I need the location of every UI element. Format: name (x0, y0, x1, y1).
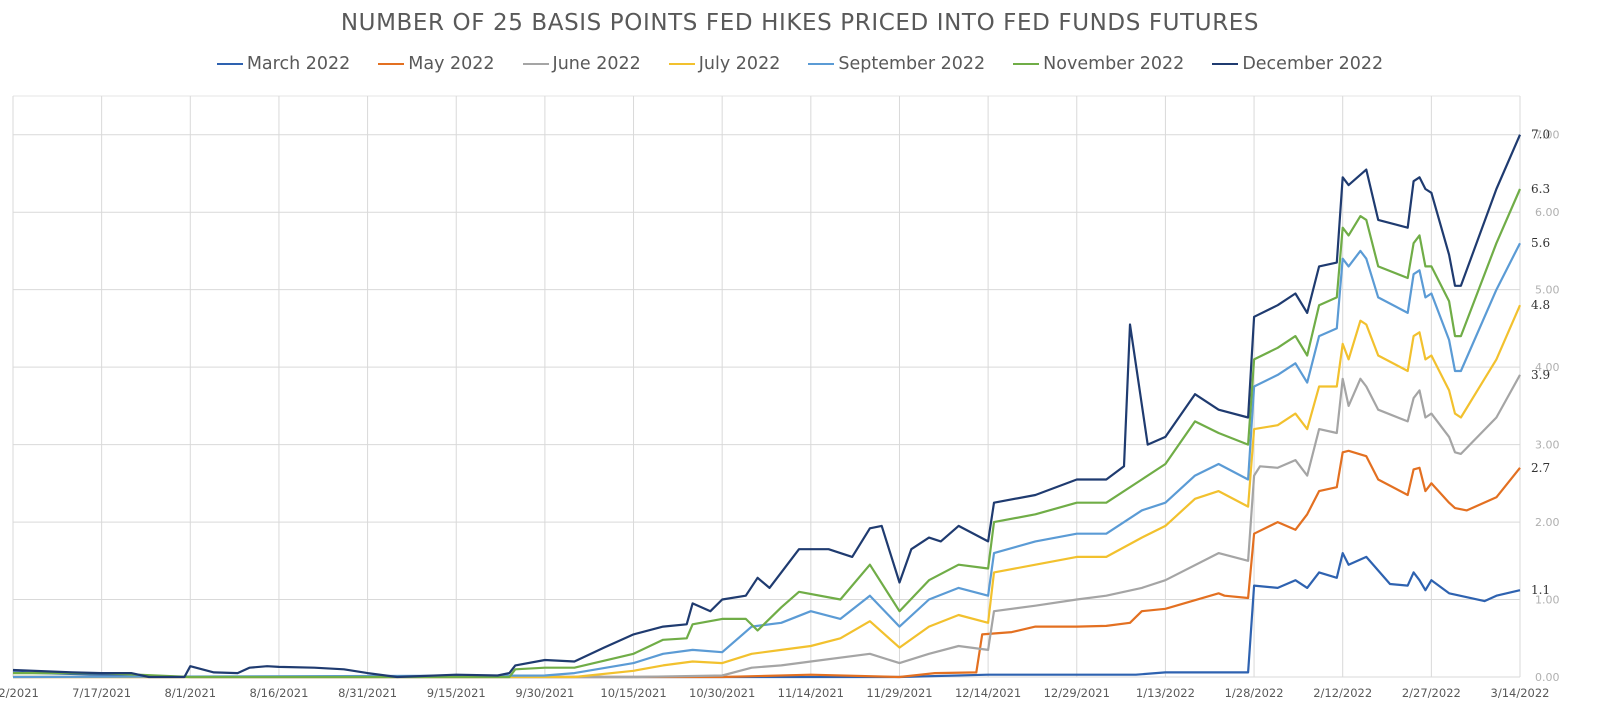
x-tick-label: 2/27/2022 (1402, 686, 1461, 700)
series-line (12, 134, 1522, 679)
series-line (13, 188, 1522, 679)
series-line (13, 449, 1521, 679)
x-tick-label: 7/17/2021 (72, 686, 131, 700)
x-tick-label: 3/14/2022 (1491, 686, 1550, 700)
legend-item: September 2022 (808, 54, 985, 74)
legend: March 2022 May 2022 June 2022 July 2022 Sept… (0, 54, 1600, 74)
x-tick-label: 1/13/2022 (1136, 686, 1195, 700)
y-tick-label: 1.00 (1535, 594, 1560, 607)
x-tick-label: 7/2/2021 (0, 686, 39, 700)
x-tick-label: 11/14/2021 (778, 686, 844, 700)
y-tick-label: 6.00 (1535, 206, 1560, 219)
end-value-label: 5.6 (1531, 236, 1550, 250)
end-value-label: 4.8 (1531, 298, 1550, 312)
series-line (12, 242, 1521, 679)
x-tick-label: 12/29/2021 (1044, 686, 1110, 700)
x-tick-label: 8/1/2021 (164, 686, 216, 700)
end-value-label: 3.9 (1531, 368, 1550, 382)
end-value-label: 6.3 (1531, 182, 1550, 196)
y-tick-label: 3.00 (1535, 439, 1560, 452)
legend-label: September 2022 (838, 54, 986, 74)
y-tick-label: 4.00 (1535, 361, 1560, 374)
x-tick-label: 8/16/2021 (249, 686, 308, 700)
x-tick-label: 12/14/2021 (955, 686, 1021, 700)
legend-item: July 2022 (668, 54, 781, 74)
legend-swatch (378, 63, 405, 65)
x-tick-label: 11/29/2021 (866, 686, 932, 700)
legend-item: December 2022 (1212, 54, 1383, 74)
y-tick-label: 2.00 (1535, 516, 1560, 529)
x-tick-label: 9/15/2021 (427, 686, 486, 700)
x-tick-label: 9/30/2021 (515, 686, 574, 700)
legend-label: May 2022 (408, 54, 495, 74)
legend-label: November 2022 (1043, 54, 1185, 74)
legend-label: June 2022 (552, 54, 641, 74)
legend-swatch (216, 63, 243, 65)
y-tick-label: 5.00 (1535, 284, 1560, 297)
legend-label: December 2022 (1242, 54, 1384, 74)
legend-swatch (522, 63, 549, 65)
y-tick-label: 0.00 (1535, 671, 1560, 684)
legend-item: May 2022 (378, 54, 495, 74)
legend-swatch (1013, 63, 1040, 65)
x-tick-label: 10/30/2021 (689, 686, 755, 700)
series-line (12, 551, 1521, 679)
legend-item: November 2022 (1013, 54, 1184, 74)
x-tick-label: 2/12/2022 (1313, 686, 1372, 700)
end-value-label: 2.7 (1531, 461, 1550, 475)
legend-item: March 2022 (216, 54, 351, 74)
legend-swatch (808, 63, 835, 65)
legend-label: July 2022 (698, 54, 781, 74)
end-value-label: 1.1 (1531, 583, 1550, 597)
end-value-label: 7.0 (1531, 128, 1550, 142)
series-line (13, 374, 1521, 679)
x-tick-label: 1/28/2022 (1225, 686, 1284, 700)
chart-title: NUMBER OF 25 BASIS POINTS FED HIKES PRIC… (340, 10, 1260, 36)
series-line (13, 304, 1522, 679)
legend-item: June 2022 (522, 54, 641, 74)
x-tick-label: 10/15/2021 (600, 686, 666, 700)
legend-label: March 2022 (246, 54, 351, 74)
x-tick-label: 8/31/2021 (338, 686, 397, 700)
legend-swatch (668, 63, 695, 65)
y-tick-label: 7.00 (1535, 129, 1560, 142)
legend-swatch (1212, 63, 1239, 65)
